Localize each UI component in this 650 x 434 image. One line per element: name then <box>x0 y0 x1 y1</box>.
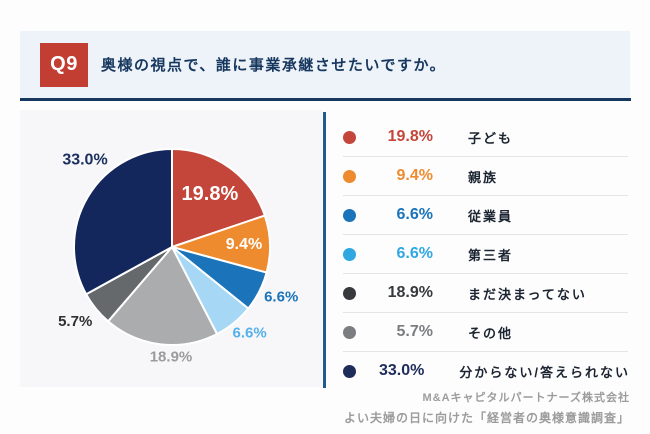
legend-divider <box>343 312 628 313</box>
legend-item: 9.4% 親族 <box>343 157 630 195</box>
legend-item: 33.0% 分からない/答えられない <box>343 352 630 390</box>
legend-color-dot <box>343 208 356 222</box>
legend-item: 19.8% 子ども <box>343 118 630 156</box>
legend-label: 従業員 <box>468 208 514 224</box>
legend-label: 子ども <box>468 130 514 146</box>
pie-slice-value-label: 6.6% <box>232 325 266 342</box>
legend-percentage: 5.7% <box>396 323 433 340</box>
legend-label: 分からない/答えられない <box>459 364 630 380</box>
source-company: M&Aキャピタルパートナーズ株式会社 <box>422 392 630 404</box>
pie-slice-value-label: 19.8% <box>182 183 239 205</box>
question-header: Q9 奥様の視点で、誰に事業承継させたいですか。 <box>20 31 630 98</box>
legend-percentage: 18.9% <box>387 284 433 301</box>
legend-label: 親族 <box>468 169 499 185</box>
pie-chart-panel: 19.8% 9.4% 6.6% 6.6% 18.9% 5.7% 33.0% <box>20 110 322 387</box>
legend-color-dot <box>343 169 356 183</box>
pie-slice-value-label: 18.9% <box>150 349 193 366</box>
legend-color-dot <box>343 130 356 144</box>
pie-slice <box>107 246 219 347</box>
legend: 19.8% 子ども 9.4% 親族 6.6% 従業員 6.6% 第三者 18.9% まだ決まってな… <box>323 112 630 388</box>
legend-percentage: 33.0% <box>379 362 425 379</box>
pie-slice-value-label: 5.7% <box>58 313 92 330</box>
question-number-badge: Q9 <box>40 42 88 87</box>
legend-label: まだ決まってない <box>468 286 587 302</box>
pie-slice <box>73 148 173 296</box>
pie-slice-value-label: 9.4% <box>226 236 262 253</box>
legend-item: 18.9% まだ決まってない <box>343 274 630 312</box>
source-footer: M&Aキャピタルパートナーズ株式会社 よい夫婦の日に向けた「経営者の奥様意識調査… <box>344 389 630 426</box>
legend-item: 6.6% 第三者 <box>343 235 630 273</box>
legend-divider <box>343 234 628 235</box>
pie-slice-value-label: 33.0% <box>62 152 107 169</box>
pie-slice-value-label: 6.6% <box>264 288 298 305</box>
legend-item: 5.7% その他 <box>343 313 630 351</box>
source-survey-name: よい夫婦の日に向けた「経営者の奥様意識調査」 <box>343 411 630 425</box>
legend-color-dot <box>343 247 356 261</box>
legend-percentage: 9.4% <box>396 167 433 184</box>
legend-percentage: 19.8% <box>387 128 433 145</box>
legend-divider <box>343 156 628 157</box>
legend-rows: 19.8% 子ども 9.4% 親族 6.6% 従業員 6.6% 第三者 18.9% まだ決まってな… <box>343 118 630 390</box>
legend-percentage: 6.6% <box>396 206 433 223</box>
legend-color-dot <box>343 364 356 378</box>
legend-divider <box>343 351 628 352</box>
legend-label: 第三者 <box>468 247 514 263</box>
legend-percentage: 6.6% <box>396 245 433 262</box>
question-text: 奥様の視点で、誰に事業承継させたいですか。 <box>101 57 447 74</box>
legend-divider <box>343 273 628 274</box>
legend-item: 6.6% 従業員 <box>343 196 630 234</box>
legend-accent-line <box>323 112 326 388</box>
pie-chart: 19.8% 9.4% 6.6% 6.6% 18.9% 5.7% 33.0% <box>58 148 298 366</box>
legend-divider <box>343 195 628 196</box>
legend-color-dot <box>343 286 356 300</box>
header-underline <box>20 98 631 101</box>
legend-color-dot <box>343 325 356 339</box>
legend-label: その他 <box>468 325 514 341</box>
